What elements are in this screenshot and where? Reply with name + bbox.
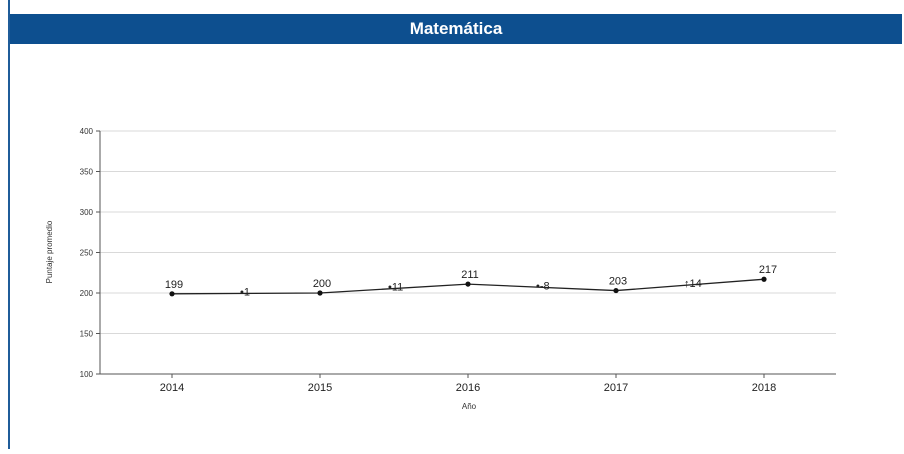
data-point — [317, 290, 323, 296]
chart-header: Matemática — [10, 14, 902, 44]
x-tick-label: 2015 — [308, 382, 332, 394]
y-tick-label: 350 — [80, 168, 94, 177]
data-point — [169, 291, 175, 297]
y-tick-label: 100 — [80, 370, 94, 379]
data-point — [613, 287, 619, 294]
x-tick-label: 2014 — [160, 382, 184, 394]
data-label: 199 — [165, 279, 183, 291]
y-tick-label: 150 — [80, 330, 94, 339]
difference-label: •11 — [388, 282, 403, 294]
data-label: 211 — [461, 269, 479, 281]
y-axis-label: Puntaje promedio — [45, 220, 54, 283]
y-tick-label: 200 — [80, 289, 94, 298]
data-labels: 199 200 211 203 217 — [165, 264, 777, 291]
difference-label: •1 — [240, 286, 250, 298]
x-axis-label: Año — [462, 402, 477, 411]
difference-label: •-8 — [536, 280, 550, 292]
data-label: 217 — [759, 264, 777, 276]
data-label: 200 — [313, 278, 331, 290]
y-tick-label: 300 — [80, 208, 94, 217]
chart-title: Matemática — [409, 19, 503, 38]
x-tick-label: 2018 — [752, 382, 776, 394]
data-label: 203 — [609, 276, 627, 288]
x-tick-label: 2017 — [604, 382, 628, 394]
data-point — [761, 276, 767, 282]
left-border — [8, 0, 10, 449]
data-points — [169, 276, 767, 297]
axes — [96, 130, 836, 378]
difference-label: ↑14 — [684, 278, 702, 290]
y-tick-labels: 100 150 200 250 300 350 400 — [80, 127, 94, 379]
x-tick-labels: 2014 2015 2016 2017 2018 — [160, 382, 776, 394]
grid-lines — [100, 130, 836, 334]
x-tick-label: 2016 — [456, 382, 480, 394]
y-tick-label: 250 — [80, 249, 94, 258]
data-point — [465, 281, 471, 287]
y-tick-label: 400 — [80, 127, 94, 136]
difference-labels: •1 •11 •-8 ↑14 — [240, 278, 702, 299]
